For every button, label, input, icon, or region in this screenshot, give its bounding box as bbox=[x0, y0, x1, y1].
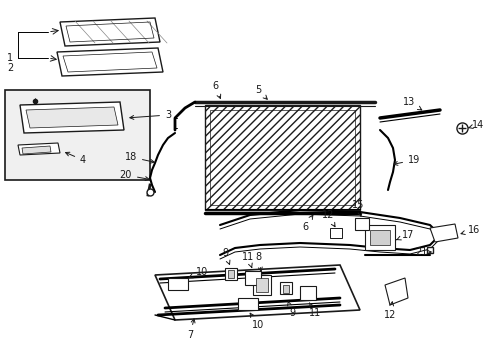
Polygon shape bbox=[57, 48, 163, 76]
Text: 1: 1 bbox=[7, 53, 13, 63]
Text: 3: 3 bbox=[130, 110, 171, 120]
Text: 15: 15 bbox=[351, 200, 364, 216]
Bar bbox=[227, 270, 234, 278]
Text: 6: 6 bbox=[301, 215, 312, 232]
Text: 11: 11 bbox=[308, 303, 321, 318]
Polygon shape bbox=[384, 278, 407, 305]
Bar bbox=[5, 90, 150, 180]
Polygon shape bbox=[429, 224, 457, 242]
Text: 12: 12 bbox=[321, 210, 334, 227]
Text: 9: 9 bbox=[222, 248, 229, 264]
Polygon shape bbox=[26, 107, 118, 128]
Polygon shape bbox=[22, 146, 51, 154]
Polygon shape bbox=[155, 265, 359, 320]
Bar bbox=[168, 278, 187, 290]
Text: 20: 20 bbox=[120, 170, 149, 180]
Bar bbox=[280, 282, 291, 294]
Bar bbox=[256, 278, 267, 292]
Text: 4: 4 bbox=[65, 152, 86, 165]
Bar bbox=[329, 228, 341, 238]
Text: 16: 16 bbox=[460, 225, 479, 235]
Bar bbox=[244, 271, 261, 285]
Text: 14: 14 bbox=[468, 120, 483, 130]
Text: 19: 19 bbox=[393, 155, 419, 165]
Text: 12: 12 bbox=[383, 302, 395, 320]
Bar bbox=[252, 275, 270, 295]
Bar bbox=[354, 218, 368, 230]
Text: 11: 11 bbox=[242, 252, 254, 267]
Text: 8: 8 bbox=[254, 252, 262, 271]
Text: 2: 2 bbox=[7, 63, 13, 73]
Bar bbox=[209, 110, 354, 205]
Bar bbox=[224, 268, 237, 280]
Text: 21: 21 bbox=[414, 247, 430, 257]
Text: 9: 9 bbox=[287, 302, 294, 318]
Polygon shape bbox=[20, 102, 124, 133]
Bar bbox=[238, 298, 258, 310]
Bar bbox=[204, 105, 359, 210]
Bar bbox=[364, 225, 394, 250]
Polygon shape bbox=[18, 143, 60, 155]
Bar bbox=[283, 285, 288, 293]
Text: 13: 13 bbox=[402, 97, 421, 110]
Text: 17: 17 bbox=[396, 230, 413, 240]
Bar bbox=[369, 230, 389, 245]
Text: 10: 10 bbox=[188, 267, 207, 278]
Text: 18: 18 bbox=[124, 152, 154, 163]
Text: 7: 7 bbox=[186, 319, 195, 340]
Polygon shape bbox=[60, 18, 160, 46]
Text: 6: 6 bbox=[211, 81, 220, 99]
Text: 10: 10 bbox=[250, 313, 264, 330]
Bar bbox=[299, 286, 315, 300]
Text: 5: 5 bbox=[254, 85, 267, 99]
